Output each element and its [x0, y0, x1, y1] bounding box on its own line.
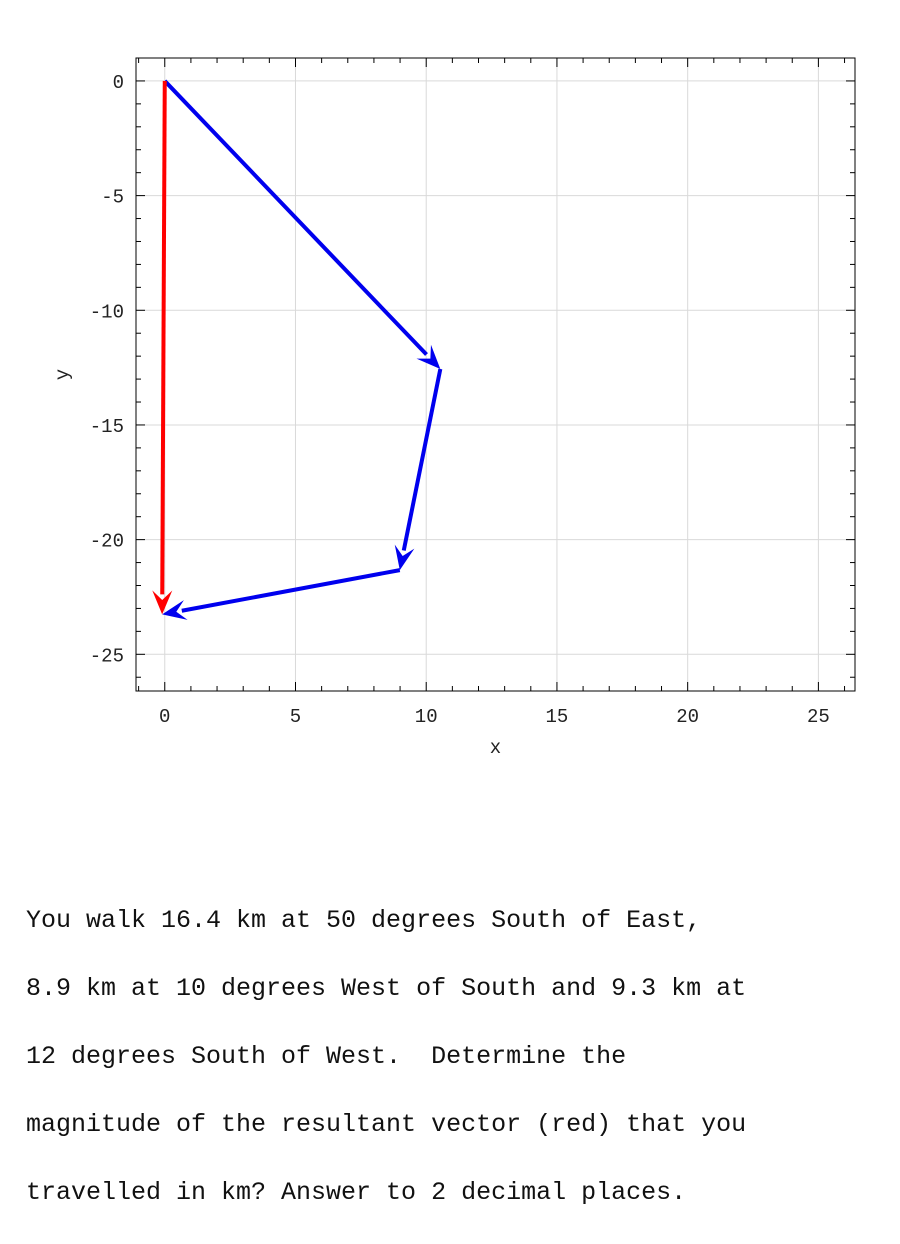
x-axis-label: x [490, 737, 501, 759]
question-line: magnitude of the resultant vector (red) … [26, 1110, 747, 1139]
y-tick-label: -10 [90, 301, 124, 323]
vector-shaft [181, 568, 401, 613]
component-vector [163, 79, 441, 369]
y-tick-label: 0 [113, 72, 124, 94]
question-text: You walk 16.4 km at 50 degrees South of … [26, 870, 886, 1244]
question-line: 12 degrees South of West. Determine the [26, 1042, 627, 1071]
ticks-layer: 0 5 10 15 20 25 0 -5 -10 -15 -20 -25 [90, 57, 855, 728]
plot-frame [135, 57, 856, 692]
component-vector [394, 368, 443, 571]
vector-shaft [160, 80, 167, 595]
vector-chart: 0 5 10 15 20 25 0 -5 -10 -15 -20 -25 x y [52, 57, 856, 759]
y-tick-label: -25 [90, 645, 124, 667]
question-line: travelled in km? Answer to 2 decimal pla… [26, 1178, 687, 1207]
vector-arrowhead [162, 600, 188, 620]
y-tick-label: -15 [90, 416, 124, 438]
component-vector [162, 568, 401, 620]
x-tick-label: 5 [290, 706, 301, 728]
x-tick-label: 10 [415, 706, 438, 728]
resultant-vector [152, 80, 173, 615]
vector-arrowhead [152, 590, 173, 615]
x-tick-label: 20 [676, 706, 699, 728]
vector-arrowhead [416, 344, 441, 369]
grid-layer [136, 58, 855, 691]
question-line: You walk 16.4 km at 50 degrees South of … [26, 906, 702, 935]
vector-arrowhead [394, 544, 415, 571]
vector-shaft [163, 79, 428, 356]
x-tick-label: 15 [546, 706, 569, 728]
vectors-layer [152, 79, 443, 620]
x-tick-label: 0 [159, 706, 170, 728]
y-tick-label: -20 [90, 531, 124, 553]
vector-shaft [401, 368, 443, 551]
x-tick-label: 25 [807, 706, 830, 728]
question-line: 8.9 km at 10 degrees West of South and 9… [26, 974, 747, 1003]
y-tick-label: -5 [101, 187, 124, 209]
y-axis-label: y [52, 369, 74, 380]
